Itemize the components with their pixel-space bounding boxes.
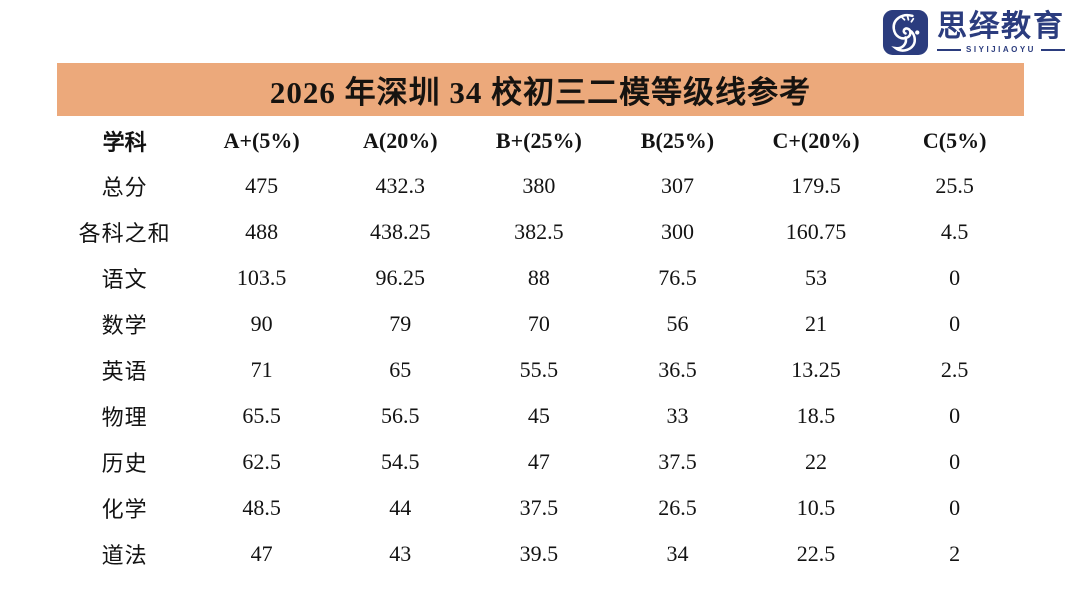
row-label: 语文 xyxy=(101,267,148,292)
cell-value: 79 xyxy=(389,311,412,336)
cell-value: 37.5 xyxy=(658,449,697,474)
table-body: 总分 475 432.3 380 307 179.5 25.5 各科之和 488 438.25 38… xyxy=(57,163,1024,577)
left-rule-line xyxy=(937,48,962,51)
table-row: 道法 47 43 39.5 34 22.5 2 xyxy=(57,531,1024,577)
column-header: A+(5%) xyxy=(223,128,300,153)
cell-value: 438.25 xyxy=(370,219,431,244)
cell-value: 22 xyxy=(805,449,828,474)
row-label: 物理 xyxy=(101,405,148,430)
brand-text-block: 思绎教育 SIYIJIAOYU xyxy=(937,9,1065,54)
tiger-logo-icon xyxy=(882,9,929,56)
cell-value: 160.75 xyxy=(785,219,847,244)
table-header: 学科 A+(5%) A(20%) B+(25%) B(25%) C+(20%) C(5%) xyxy=(57,119,1024,163)
cell-value: 0 xyxy=(949,403,961,428)
cell-value: 0 xyxy=(949,311,961,336)
cell-value: 103.5 xyxy=(236,265,287,290)
cell-value: 53 xyxy=(805,265,828,290)
column-header: A(20%) xyxy=(362,128,438,153)
row-label: 数学 xyxy=(101,313,148,338)
cell-value: 39.5 xyxy=(519,541,559,566)
row-label: 各科之和 xyxy=(78,221,171,246)
cell-value: 380 xyxy=(522,173,556,198)
cell-value: 432.3 xyxy=(375,173,426,198)
cell-value: 26.5 xyxy=(658,495,697,520)
cell-value: 65.5 xyxy=(242,403,281,428)
cell-value: 2 xyxy=(949,541,961,566)
cell-value: 307 xyxy=(660,173,694,198)
cell-value: 179.5 xyxy=(791,173,841,198)
cell-value: 4.5 xyxy=(940,219,969,244)
cell-value: 90 xyxy=(250,311,273,336)
cell-value: 0 xyxy=(949,265,961,290)
table-row: 物理 65.5 56.5 45 33 18.5 0 xyxy=(57,393,1024,439)
right-rule-line xyxy=(1040,48,1065,51)
cell-value: 62.5 xyxy=(242,449,281,474)
cell-value: 47 xyxy=(250,541,273,566)
cell-value: 48.5 xyxy=(242,495,281,520)
grade-table-container: 学科 A+(5%) A(20%) B+(25%) B(25%) C+(20%) C(5%) … xyxy=(57,119,1024,577)
table-row: 化学 48.5 44 37.5 26.5 10.5 0 xyxy=(57,485,1024,531)
table-row: 总分 475 432.3 380 307 179.5 25.5 xyxy=(57,163,1024,209)
column-header-subject: 学科 xyxy=(102,130,147,155)
cell-value: 65 xyxy=(389,357,412,382)
cell-value: 45 xyxy=(527,403,550,428)
row-label: 化学 xyxy=(101,497,148,522)
cell-value: 13.25 xyxy=(791,357,841,382)
cell-value: 300 xyxy=(660,219,694,244)
cell-value: 54.5 xyxy=(381,449,420,474)
page-title: 2026 年深圳 34 校初三二模等级线参考 xyxy=(269,75,812,110)
brand-logo: 思绎教育 SIYIJIAOYU xyxy=(882,9,1065,56)
cell-value: 0 xyxy=(949,449,961,474)
column-header: B(25%) xyxy=(640,128,715,153)
cell-value: 70 xyxy=(527,311,550,336)
row-label: 英语 xyxy=(101,359,148,384)
table-row: 历史 62.5 54.5 47 37.5 22 0 xyxy=(57,439,1024,485)
column-header: B+(25%) xyxy=(495,128,582,153)
cell-value: 33 xyxy=(666,403,689,428)
cell-value: 71 xyxy=(250,357,273,382)
row-label: 道法 xyxy=(101,543,148,568)
cell-value: 96.25 xyxy=(375,265,426,290)
cell-value: 10.5 xyxy=(796,495,836,520)
cell-value: 47 xyxy=(527,449,550,474)
row-label: 历史 xyxy=(101,451,148,476)
table-row: 语文 103.5 96.25 88 76.5 53 0 xyxy=(57,255,1024,301)
column-header: C+(20%) xyxy=(772,128,860,153)
brand-name: 思绎教育 xyxy=(937,10,1065,43)
brand-subtitle: SIYIJIAOYU xyxy=(966,45,1036,54)
cell-value: 55.5 xyxy=(519,357,559,382)
cell-value: 37.5 xyxy=(519,495,559,520)
column-header: C(5%) xyxy=(922,128,987,153)
cell-value: 43 xyxy=(389,541,412,566)
table-row: 各科之和 488 438.25 382.5 300 160.75 4.5 xyxy=(57,209,1024,255)
table-row: 英语 71 65 55.5 36.5 13.25 2.5 xyxy=(57,347,1024,393)
cell-value: 25.5 xyxy=(935,173,974,198)
cell-value: 44 xyxy=(389,495,412,520)
cell-value: 56 xyxy=(666,311,689,336)
grade-line-table: 学科 A+(5%) A(20%) B+(25%) B(25%) C+(20%) C(5%) … xyxy=(57,119,1024,577)
table-header-row: 学科 A+(5%) A(20%) B+(25%) B(25%) C+(20%) C(5%) xyxy=(57,119,1024,163)
row-label: 总分 xyxy=(101,175,148,200)
cell-value: 382.5 xyxy=(514,219,564,244)
cell-value: 88 xyxy=(527,265,550,290)
cell-value: 21 xyxy=(805,311,828,336)
cell-value: 76.5 xyxy=(658,265,697,290)
cell-value: 475 xyxy=(245,173,279,198)
cell-value: 34 xyxy=(666,541,689,566)
cell-value: 18.5 xyxy=(796,403,836,428)
cell-value: 2.5 xyxy=(940,357,969,382)
table-row: 数学 90 79 70 56 21 0 xyxy=(57,301,1024,347)
cell-value: 22.5 xyxy=(796,541,836,566)
cell-value: 36.5 xyxy=(658,357,697,382)
cell-value: 488 xyxy=(245,219,279,244)
cell-value: 56.5 xyxy=(381,403,420,428)
brand-subtitle-row: SIYIJIAOYU xyxy=(937,45,1065,54)
title-bar: 2026 年深圳 34 校初三二模等级线参考 xyxy=(57,63,1024,116)
cell-value: 0 xyxy=(949,495,961,520)
